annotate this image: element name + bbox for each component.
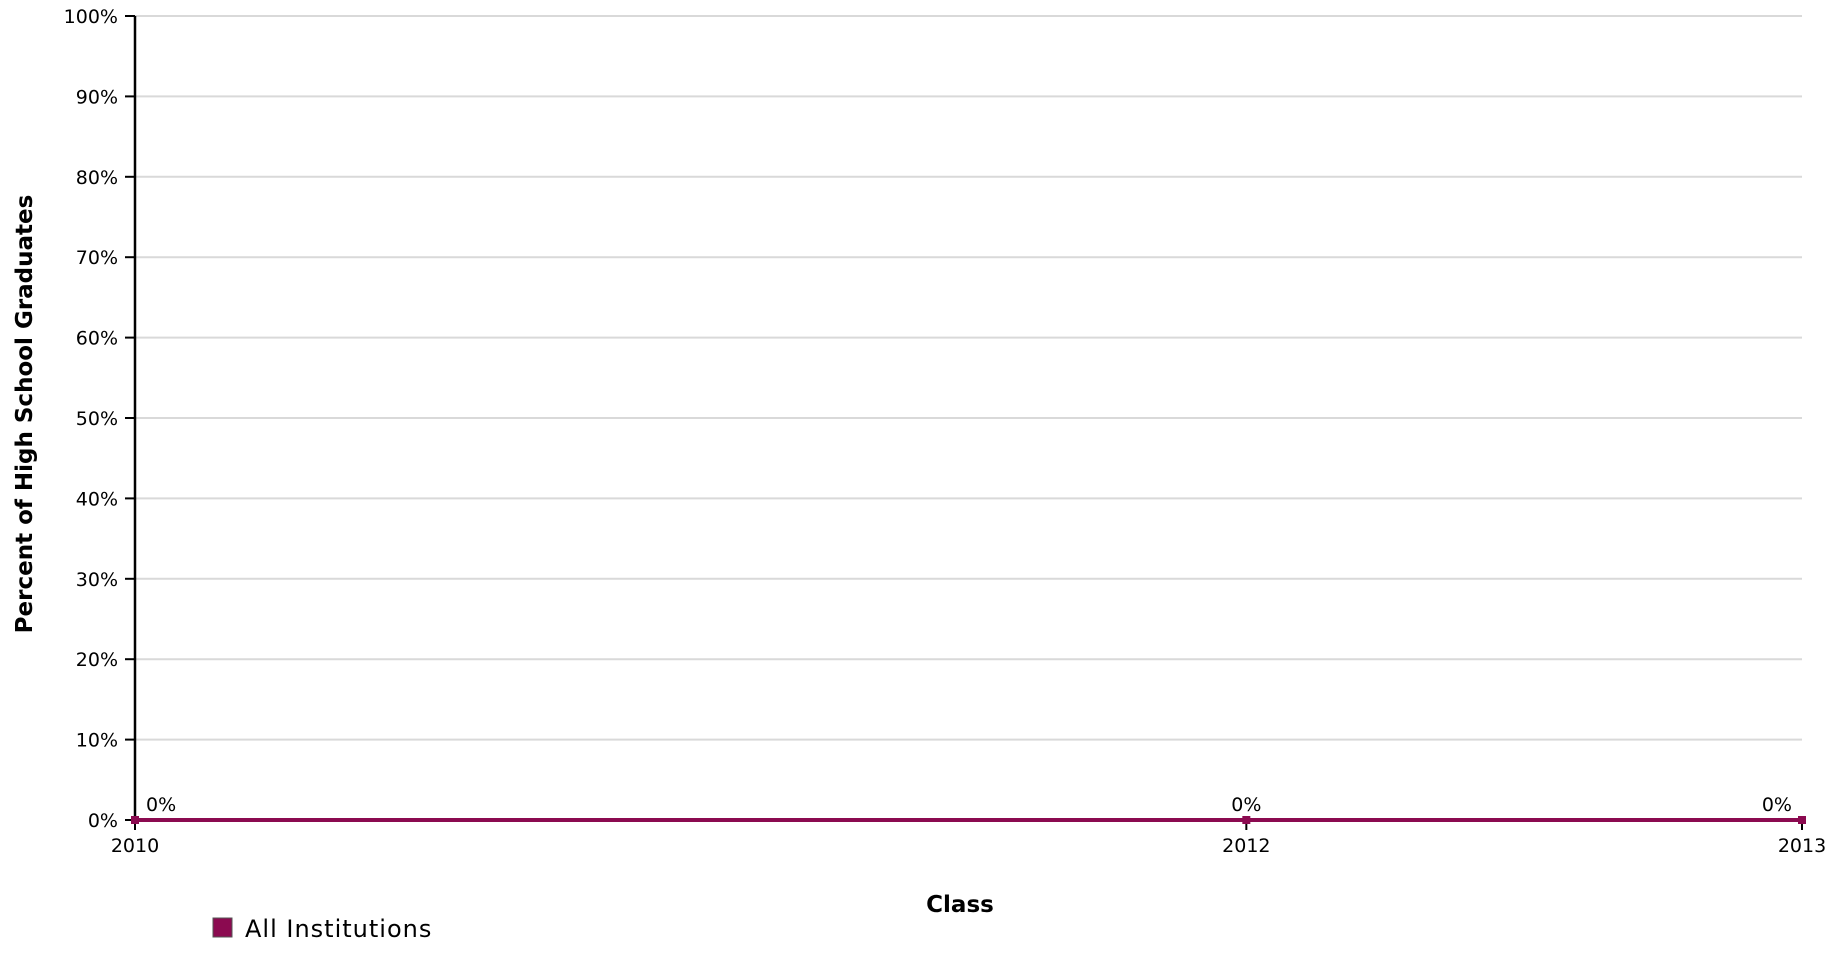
data-point[interactable] xyxy=(131,816,139,824)
data-label: 0% xyxy=(146,794,176,816)
y-tick-label: 50% xyxy=(76,408,118,430)
y-tick-label: 20% xyxy=(76,649,118,671)
x-tick-label: 2010 xyxy=(111,835,159,857)
y-tick-label: 100% xyxy=(64,6,118,28)
y-tick-label: 10% xyxy=(76,730,118,752)
y-tick-label: 80% xyxy=(76,167,118,189)
y-tick-label: 0% xyxy=(88,810,118,832)
y-axis-title: Percent of High School Graduates xyxy=(12,195,38,634)
y-tick-label: 70% xyxy=(76,247,118,269)
y-tick-label: 30% xyxy=(76,569,118,591)
legend[interactable]: All Institutions xyxy=(212,915,432,943)
legend-swatch[interactable] xyxy=(212,917,233,938)
data-point[interactable] xyxy=(1242,816,1251,824)
data-labels: 0% 0% 0% xyxy=(146,794,1792,816)
series-layer xyxy=(131,816,1806,824)
data-point[interactable] xyxy=(1798,816,1806,824)
y-tick-label: 90% xyxy=(76,86,118,108)
y-tick-label: 40% xyxy=(76,488,118,510)
x-axis-ticks: 2010 2012 2013 xyxy=(111,820,1826,857)
data-label: 0% xyxy=(1762,794,1792,816)
x-tick-label: 2012 xyxy=(1222,835,1270,857)
gridlines xyxy=(135,15,1802,741)
x-axis-title: Class xyxy=(926,892,994,918)
y-axis-ticks: 0% 10% 20% 30% 40% 50% 60% 70% 80% 90% 100% xyxy=(64,6,135,832)
y-tick-label: 60% xyxy=(76,328,118,350)
data-label: 0% xyxy=(1231,794,1261,816)
legend-label[interactable]: All Institutions xyxy=(245,915,432,943)
x-tick-label: 2013 xyxy=(1778,835,1826,857)
